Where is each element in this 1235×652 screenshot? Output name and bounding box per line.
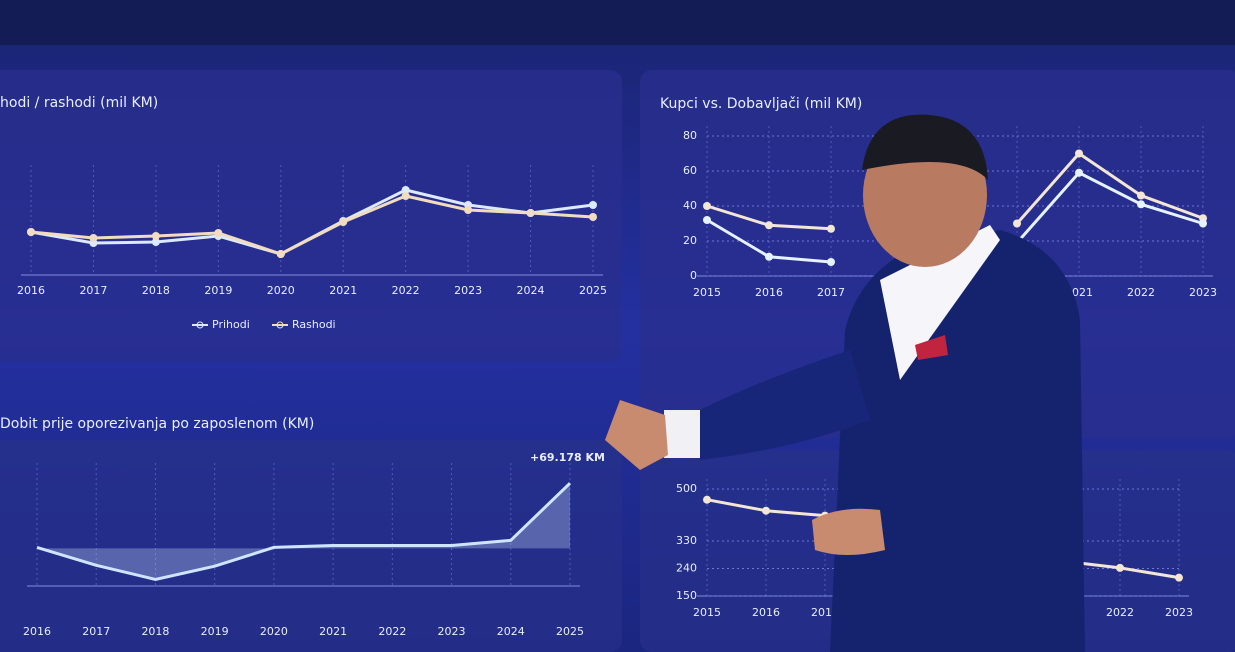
x-tick-label: 2021	[329, 284, 357, 297]
point	[703, 495, 711, 504]
point	[827, 224, 835, 233]
point	[1013, 219, 1021, 228]
x-tick-label: 2023	[454, 284, 482, 297]
y-tick-label: 500	[676, 482, 697, 495]
point	[827, 258, 835, 266]
x-tick-label: 2017	[817, 286, 845, 299]
x-tick-label: 2016	[755, 286, 783, 299]
hand	[605, 400, 668, 470]
y-tick-label: 40	[683, 199, 697, 212]
x-tick-label: 2015	[693, 606, 721, 619]
shirt	[880, 225, 1000, 380]
chart-title: Dobit prije oporezivanja po zaposlenom (…	[0, 416, 314, 432]
point	[1137, 200, 1145, 209]
point	[276, 250, 285, 258]
point	[401, 186, 410, 194]
y-tick-label: 0	[690, 269, 697, 282]
legend-label: Rashodi	[292, 318, 336, 331]
x-tick-label: 2023	[438, 625, 466, 638]
x-tick-label: 2019	[201, 625, 229, 638]
cuff	[664, 410, 700, 458]
point	[765, 221, 773, 230]
point	[1075, 168, 1083, 177]
x-tick-label: 2016	[17, 284, 45, 297]
x-tick-label: 2020	[267, 284, 295, 297]
x-tick-label: 2023	[1189, 286, 1217, 299]
top-band	[0, 0, 1235, 45]
x-tick-label: 2019	[204, 284, 232, 297]
x-tick-label: 2022	[378, 625, 406, 638]
x-tick-label: 2025	[556, 625, 584, 638]
point	[151, 232, 160, 240]
x-tick-label: 2017	[82, 625, 110, 638]
point	[1137, 191, 1145, 200]
x-tick-label: 2022	[392, 284, 420, 297]
point	[401, 192, 410, 200]
x-tick-label: 2022	[1106, 606, 1134, 619]
x-tick-label: 2023	[1165, 606, 1193, 619]
line	[30, 194, 594, 256]
x-tick-label: 2017	[79, 284, 107, 297]
point	[589, 213, 597, 221]
point	[703, 216, 711, 224]
x-tick-label: 2024	[517, 284, 545, 297]
y-tick-label: 60	[683, 164, 697, 177]
chart-title: hodi / rashodi (mil KM)	[0, 95, 158, 111]
x-tick-label: 2016	[23, 625, 51, 638]
x-tick-label: 2022	[1127, 286, 1155, 299]
point	[27, 228, 35, 236]
line	[1015, 151, 1204, 225]
y-tick-label: 20	[683, 234, 697, 247]
point	[1116, 563, 1124, 572]
legend-label: Prihodi	[212, 318, 250, 331]
line	[36, 482, 572, 581]
presenter	[605, 114, 1085, 652]
point	[464, 206, 473, 214]
point	[89, 234, 98, 242]
area	[37, 483, 570, 580]
x-tick-label: 2021	[319, 625, 347, 638]
legend-marker	[276, 321, 284, 329]
point	[703, 202, 711, 210]
x-tick-label: 2020	[260, 625, 288, 638]
x-tick-label: 2025	[579, 284, 607, 297]
point	[151, 238, 160, 246]
y-tick-label: 80	[683, 129, 697, 142]
x-tick-label: 2018	[142, 284, 170, 297]
x-tick-label: 2015	[693, 286, 721, 299]
point	[526, 209, 535, 217]
annotation: +69.178 KM	[530, 451, 605, 464]
point	[765, 252, 773, 261]
panel	[0, 70, 622, 362]
chart-title: Kupci vs. Dobavljači (mil KM)	[660, 96, 862, 112]
x-tick-label: 2024	[497, 625, 525, 638]
line	[1015, 170, 1204, 244]
point	[1075, 149, 1083, 158]
hair	[862, 114, 988, 180]
x-tick-label: 2016	[752, 606, 780, 619]
point	[762, 506, 770, 515]
y-tick-label: 150	[676, 589, 697, 602]
point	[1175, 573, 1183, 582]
point	[339, 218, 348, 226]
point	[214, 229, 223, 237]
y-tick-label: 330	[676, 534, 697, 547]
point	[1199, 219, 1207, 228]
legend-marker	[196, 321, 204, 329]
y-tick-label: 240	[676, 561, 697, 574]
x-tick-label: 2018	[141, 625, 169, 638]
pocket-square	[915, 335, 948, 360]
hand	[812, 508, 885, 555]
point	[589, 201, 597, 209]
arm	[700, 350, 870, 460]
